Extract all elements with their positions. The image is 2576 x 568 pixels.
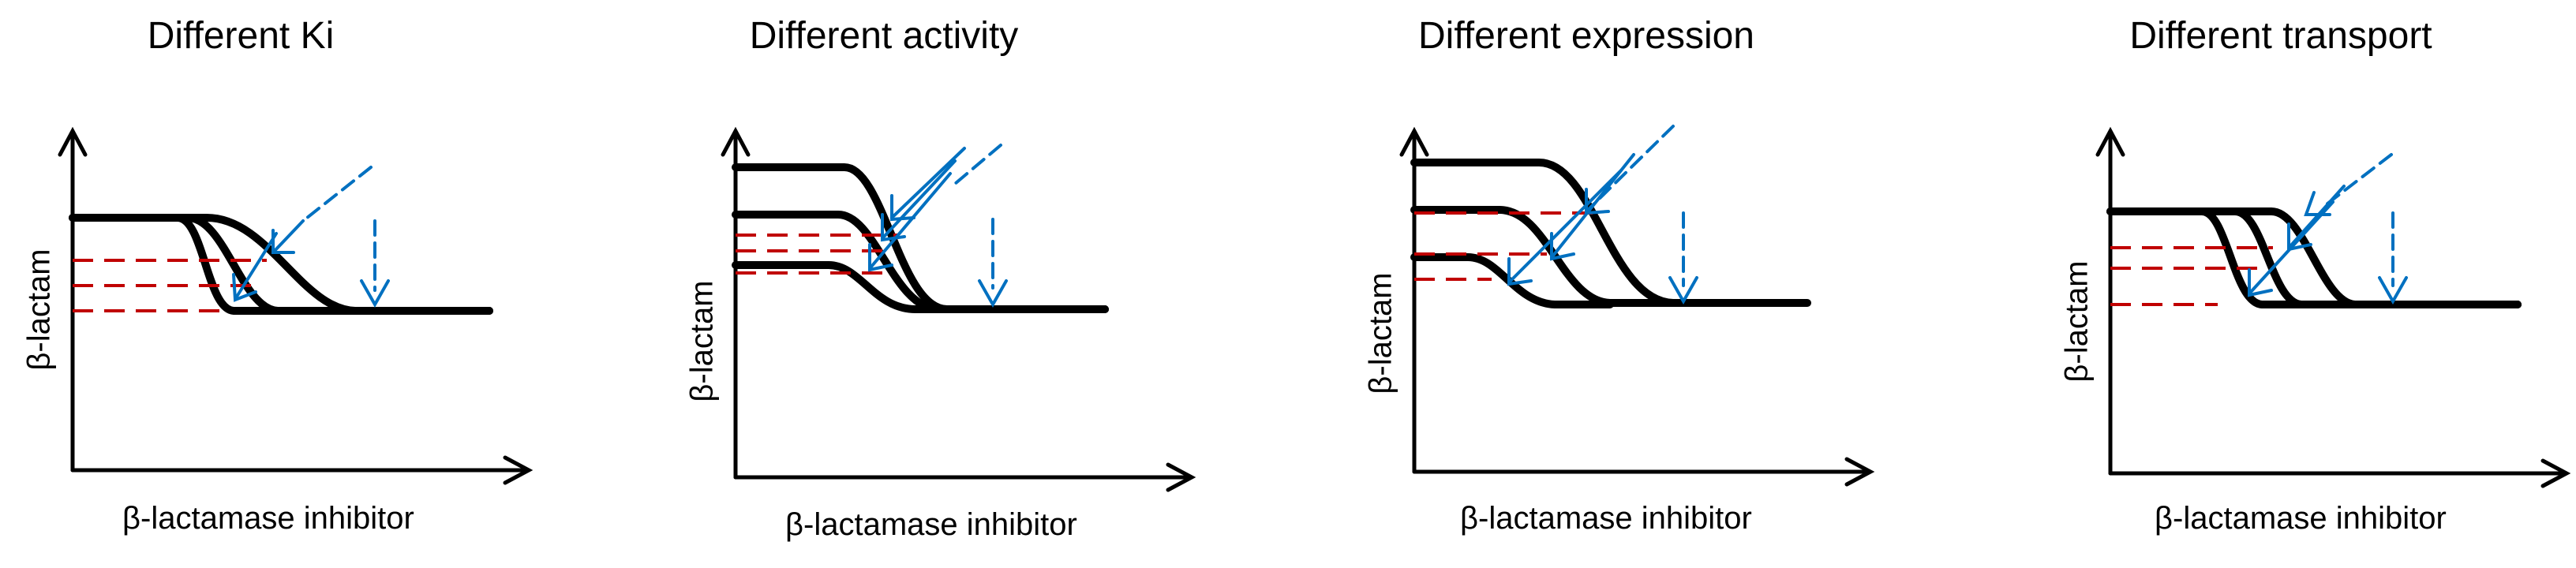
- dashed-levels: [736, 234, 898, 275]
- inhibition-curves: [69, 214, 493, 315]
- dashed-arrow-shaft: [949, 144, 1002, 189]
- panel-title: Different transport: [2129, 15, 2432, 57]
- y-axis-label: β-lactam: [21, 248, 57, 371]
- ic50-arrows: [232, 166, 390, 308]
- arrow-shaft: [2249, 200, 2334, 293]
- diagram-different-activity: [721, 126, 1196, 492]
- arrowhead: [232, 273, 257, 302]
- y-axis-arrowhead: [1399, 126, 1429, 157]
- diagram-different-transport: [2095, 126, 2571, 488]
- arrow-shaft: [1509, 169, 1623, 282]
- arrowhead: [360, 279, 390, 308]
- ic50-arrows: [868, 144, 1008, 308]
- x-axis-label: β-lactamase inhibitor: [2155, 501, 2447, 536]
- arrowhead: [2248, 268, 2273, 297]
- curve-low-activity: [732, 261, 1109, 313]
- ic50-arrows: [2248, 153, 2408, 305]
- y-axis-arrowhead: [721, 126, 751, 157]
- arrow-shaft: [235, 232, 278, 298]
- inhibition-curves: [2106, 207, 2522, 308]
- y-axis-arrowhead: [58, 126, 88, 157]
- y-axis-label: β-lactam: [2059, 260, 2095, 383]
- curve-high-ki: [69, 214, 493, 315]
- arrow-shaft: [870, 172, 952, 268]
- dashed-levels: [2110, 246, 2273, 306]
- arrowhead: [2378, 276, 2408, 305]
- diagram-different-ki: [58, 126, 534, 485]
- arrow-shaft: [890, 147, 966, 219]
- panel-title: Different Ki: [147, 15, 335, 57]
- panel-different-expression: Different expression β-lac: [1342, 0, 1894, 568]
- y-axis-arrowhead: [2095, 126, 2125, 157]
- curve-high-transport: [2106, 207, 2522, 308]
- curve-high-expression: [1410, 159, 1811, 307]
- axes: [58, 126, 534, 485]
- panel-different-transport: Different transport β-lact: [2020, 0, 2573, 568]
- arrowhead: [1507, 257, 1533, 286]
- panel-title: Different activity: [749, 15, 1019, 57]
- x-axis-arrowhead: [1844, 457, 1875, 487]
- x-axis-label: β-lactamase inhibitor: [1460, 501, 1752, 536]
- x-axis-label: β-lactamase inhibitor: [122, 501, 414, 536]
- y-axis-label: β-lactam: [1363, 272, 1398, 394]
- axes: [721, 126, 1196, 492]
- panel-title: Different expression: [1418, 15, 1754, 57]
- arrow-shaft: [271, 219, 305, 254]
- y-axis-label: β-lactam: [684, 280, 720, 402]
- panel-different-ki: Different Ki β-lactam β-lactama: [0, 0, 552, 568]
- x-axis-arrowhead: [1166, 462, 1196, 492]
- ic50-arrows: [1507, 125, 1698, 305]
- arrowhead: [978, 279, 1008, 308]
- x-axis-arrowhead: [503, 455, 534, 485]
- panel-different-activity: Different activity: [663, 0, 1215, 568]
- arrowhead: [868, 243, 893, 272]
- dashed-arrow-shaft: [301, 166, 373, 222]
- arrow-shaft: [882, 159, 957, 238]
- dashed-levels: [1414, 211, 1602, 281]
- x-axis-label: β-lactamase inhibitor: [785, 507, 1077, 542]
- arrowhead: [890, 194, 915, 222]
- diagram-different-expression: [1399, 125, 1875, 487]
- arrow-shaft: [2289, 185, 2346, 248]
- x-axis-arrowhead: [2540, 458, 2571, 488]
- axes: [1399, 126, 1875, 487]
- arrowhead: [1668, 276, 1698, 305]
- dashed-levels: [73, 259, 267, 312]
